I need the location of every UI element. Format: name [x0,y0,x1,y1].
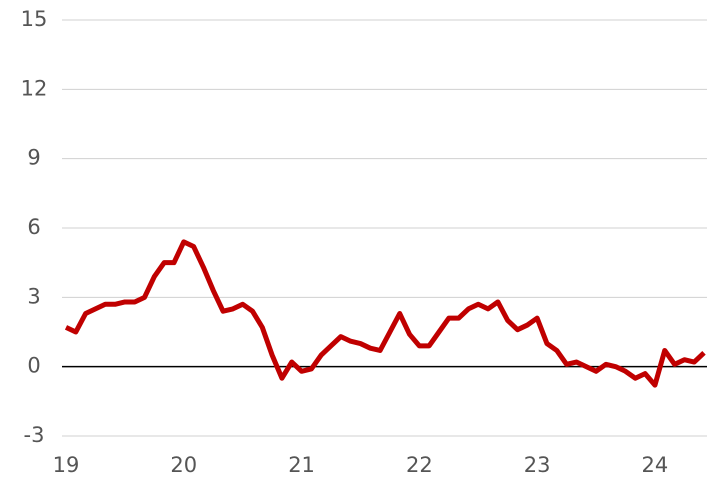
y-tick-label: 6 [27,215,40,239]
y-tick-label: 12 [21,76,48,100]
x-tick-label: 24 [642,453,669,477]
x-tick-label: 20 [170,453,197,477]
data-line [64,239,706,388]
y-tick-label: 3 [27,284,40,308]
y-tick-label: 0 [27,354,40,378]
x-tick-label: 22 [406,453,433,477]
x-tick-label: 19 [53,453,80,477]
x-tick-label: 21 [288,453,315,477]
y-tick-label: 15 [21,7,48,31]
y-tick-label: 9 [27,146,40,170]
x-tick-label: 23 [524,453,551,477]
y-tick-label: -3 [24,423,45,447]
